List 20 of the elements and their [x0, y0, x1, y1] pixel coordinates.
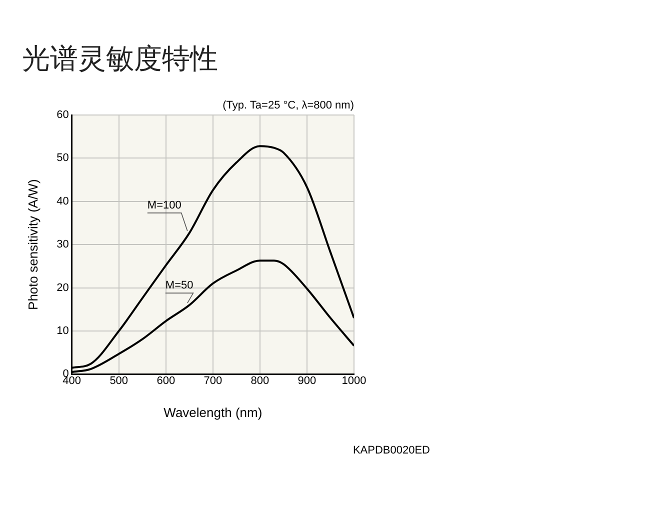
y-tick-label: 10: [56, 325, 69, 338]
y-tick-label: 40: [56, 195, 69, 208]
x-tick-label: 600: [156, 374, 176, 387]
y-tick-label: 30: [56, 238, 69, 251]
x-tick-label: 800: [250, 374, 270, 387]
y-axis-title: Photo sensitivity (A/W): [25, 179, 40, 310]
y-tick-label: 50: [56, 152, 69, 164]
text: (Typ. Ta=25 °C, λ=800 nm): [222, 100, 354, 112]
text: KAPDB0020ED: [352, 444, 430, 457]
y-tick-label: 20: [56, 282, 69, 294]
x-tick-label: 1000: [342, 374, 366, 387]
x-tick-label: 700: [204, 374, 222, 387]
chart-title: 光谱灵敏度特性: [22, 41, 218, 77]
y-tick-label: 60: [56, 109, 69, 122]
series-label: M=100: [147, 199, 182, 212]
x-tick-label: 900: [298, 374, 316, 387]
x-tick-label: 500: [110, 374, 128, 387]
x-axis-title: Wavelength (nm): [164, 404, 262, 420]
series-label: M=50: [165, 280, 194, 292]
x-tick-label: 400: [62, 374, 82, 387]
